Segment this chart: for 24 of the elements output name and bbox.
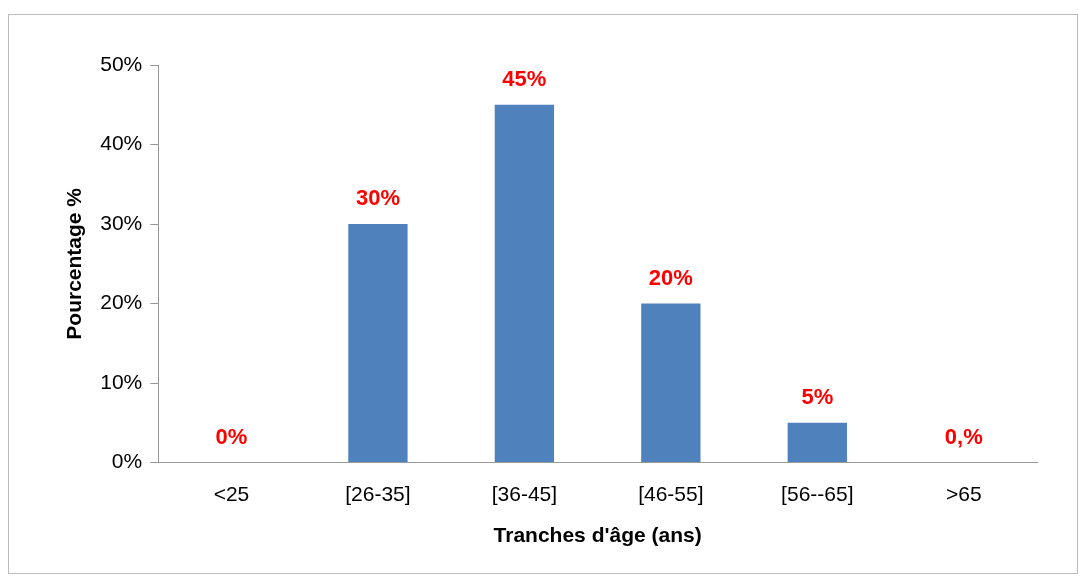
data-label: 45%: [502, 65, 547, 91]
y-tick-label: 30%: [100, 210, 143, 234]
bar: [494, 104, 555, 463]
bar: [787, 422, 847, 463]
x-axis-title: Tranches d'âge (ans): [493, 523, 702, 547]
y-tick-label: 20%: [100, 290, 143, 314]
y-tick-label: 50%: [100, 51, 143, 75]
y-axis-title: Pourcentage %: [62, 187, 86, 340]
y-tick-label: 10%: [100, 369, 143, 393]
x-tick-label: [56--65]: [781, 482, 854, 505]
data-label: 0%: [215, 423, 248, 449]
x-tick-label: >65: [945, 482, 982, 505]
data-label: 0,%: [944, 423, 983, 449]
y-tick-label: 0%: [111, 449, 143, 473]
x-tick-label: <25: [213, 482, 250, 505]
bar: [348, 224, 408, 463]
data-label: 30%: [355, 185, 400, 211]
x-tick-label: [26-35]: [345, 482, 411, 505]
data-label: 5%: [801, 383, 834, 409]
y-tick-label: 40%: [100, 131, 143, 155]
data-label: 20%: [648, 264, 693, 290]
bar: [641, 303, 701, 463]
x-tick-label: [46-55]: [638, 482, 704, 505]
x-tick-label: [36-45]: [491, 482, 558, 505]
